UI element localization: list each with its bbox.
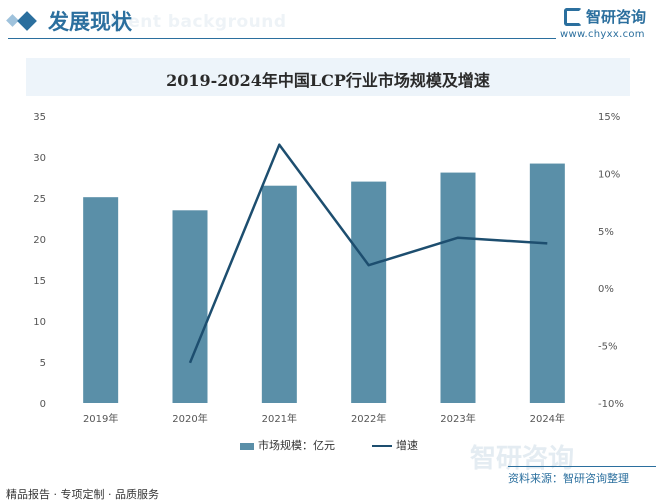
right-axis-tick-label: -5% — [598, 342, 617, 353]
right-axis-tick-label: 10% — [598, 169, 620, 180]
left-axis-tick-label: 10 — [33, 317, 46, 328]
legend-item-growth: 增速 — [372, 437, 418, 453]
growth-line — [188, 143, 548, 364]
left-axis-tick-label: 30 — [33, 153, 46, 164]
brand-name: 智研咨询 — [586, 8, 647, 26]
bar — [529, 163, 565, 403]
x-axis-tick-label: 2022年 — [351, 412, 386, 425]
left-axis-tick-label: 20 — [33, 235, 46, 246]
chart-title-bar: 2019-2024年中国LCP行业市场规模及增速 — [26, 58, 630, 96]
bar — [351, 181, 387, 403]
legend-line-swatch — [372, 445, 392, 447]
right-axis-tick-label: -10% — [598, 399, 624, 410]
left-axis-tick-label: 5 — [40, 358, 46, 369]
x-axis-tick-label: 2021年 — [262, 412, 297, 425]
left-axis-tick-label: 15 — [33, 276, 46, 287]
bar — [440, 172, 476, 403]
legend-label-market-size: 市场规模：亿元 — [258, 439, 335, 452]
left-axis-tick-label: 25 — [33, 194, 46, 205]
left-axis-tick-label: 35 — [33, 112, 46, 123]
brand-url: www.chyxx.com — [560, 29, 645, 40]
right-axis-tick-label: 15% — [598, 112, 620, 123]
legend: 市场规模：亿元 增速 — [0, 437, 658, 453]
right-axis-tick-label: 0% — [598, 284, 614, 295]
x-axis-tick-label: 2024年 — [530, 412, 565, 425]
section-title: 发展现状 — [48, 10, 132, 34]
header-divider — [8, 38, 556, 39]
bar — [172, 210, 208, 403]
header: ment background 发展现状 智研咨询 www.chyxx.com — [0, 0, 658, 44]
x-axis-tick-label: 2020年 — [172, 412, 207, 425]
x-axis-tick-label: 2023年 — [440, 412, 475, 425]
data-source: 资料来源：智研咨询整理 — [508, 472, 629, 485]
legend-bar-swatch — [240, 442, 254, 450]
footer-divider — [508, 466, 656, 467]
brand-logo-icon — [564, 8, 582, 26]
bar — [83, 197, 119, 403]
chart-title: 2019-2024年中国LCP行业市场规模及增速 — [166, 71, 490, 90]
legend-item-market-size: 市场规模：亿元 — [240, 437, 335, 453]
bar — [261, 185, 297, 403]
legend-label-growth: 增速 — [396, 439, 418, 452]
x-axis-tick-label: 2019年 — [83, 412, 118, 425]
right-axis-tick-label: 5% — [598, 227, 614, 238]
footer-slogan: 精品报告 · 专项定制 · 品质服务 — [6, 488, 159, 501]
left-axis-tick-label: 0 — [40, 399, 46, 410]
footer-watermark-logo: 智研咨询 — [470, 444, 575, 474]
header-background-text: ment background — [110, 12, 287, 32]
